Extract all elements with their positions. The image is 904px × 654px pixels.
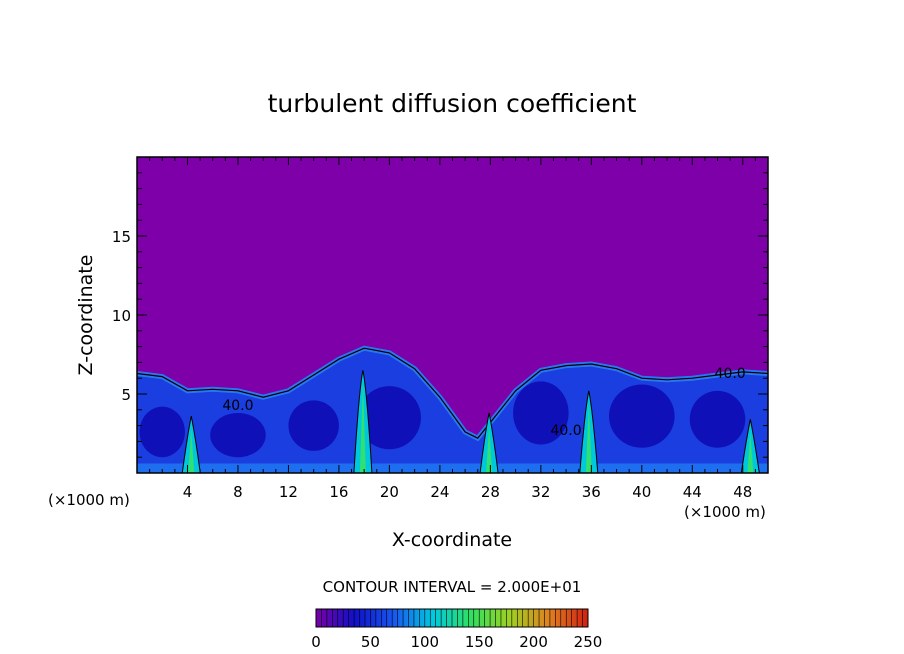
- contour-label: 40.0: [715, 366, 746, 382]
- eddy-core: [608, 384, 675, 448]
- x-tick-label: 28: [481, 483, 500, 501]
- contour-label: 40.0: [550, 423, 581, 439]
- y-tick-label: 15: [112, 228, 131, 246]
- updraft-contour: [579, 390, 599, 473]
- x-axis-label: X-coordinate: [392, 529, 512, 551]
- y-tick-label: 5: [121, 386, 131, 404]
- x-tick-label: 20: [380, 483, 399, 501]
- colorbar-tick-label: 100: [410, 633, 439, 651]
- diffusion-field: 40.0 40.0 40.0: [137, 345, 768, 473]
- eddy-core: [210, 412, 266, 458]
- updraft-contour: [181, 416, 201, 473]
- colorbar-frame: [315, 608, 589, 628]
- colorbar-tick-label: 200: [519, 633, 548, 651]
- updraft-core: [359, 384, 366, 473]
- eddy-core: [357, 386, 421, 450]
- y-axis-label: Z-coordinate: [75, 255, 97, 376]
- x-tick-label: 48: [733, 483, 752, 501]
- colorbar-tick-label: 250: [574, 633, 603, 651]
- colorbar-tick-label: 150: [465, 633, 494, 651]
- updraft-contour: [479, 412, 499, 473]
- eddy-core: [513, 381, 569, 445]
- plot-area: 40.040.040.0 4 8 12 16 20 24 28 32 36 40 44 48 5101…: [112, 156, 769, 501]
- updraft-core: [486, 426, 493, 473]
- contour-interval-text: CONTOUR INTERVAL = 2.000E+01: [323, 578, 582, 596]
- x-unit-right: (×1000 m): [684, 503, 766, 521]
- colorbar: 0 50 100 150 200 250: [311, 608, 602, 651]
- contour-label: 40.0: [222, 398, 253, 414]
- x-tick-label: 24: [430, 483, 449, 501]
- y-axis-ticks: 5 10 15: [112, 172, 768, 458]
- updraft-contour: [353, 370, 373, 473]
- x-tick-label: 44: [683, 483, 702, 501]
- updraft-core: [747, 433, 754, 473]
- y-tick-label: 10: [112, 307, 131, 325]
- x-tick-label: 12: [279, 483, 298, 501]
- updraft-core: [188, 430, 195, 473]
- eddy-core: [689, 390, 746, 448]
- x-tick-label: 16: [329, 483, 348, 501]
- updraft-contour: [740, 419, 760, 473]
- updraft-core: [585, 404, 592, 473]
- surface-layer: [137, 463, 768, 473]
- x-tick-label: 32: [531, 483, 550, 501]
- colorbar-stripes: [321, 609, 583, 627]
- x-tick-label: 36: [582, 483, 601, 501]
- boundary-contour: [137, 347, 768, 439]
- x-tick-label: 40: [632, 483, 651, 501]
- x-tick-label: 8: [233, 483, 243, 501]
- colorbar-tick-label: 0: [311, 633, 321, 651]
- x-tick-label: 4: [183, 483, 193, 501]
- eddy-core: [288, 400, 339, 451]
- eddy-core: [139, 406, 185, 458]
- chart-title: turbulent diffusion coefficient: [268, 89, 637, 118]
- colorbar-tick-label: 50: [361, 633, 380, 651]
- x-unit-left: (×1000 m): [48, 491, 130, 509]
- x-axis-ticks: 4 8 12 16 20 24 28 32 36 40 44 48: [149, 157, 756, 501]
- colorbar-ticks: 0 50 100 150 200 250: [311, 633, 602, 651]
